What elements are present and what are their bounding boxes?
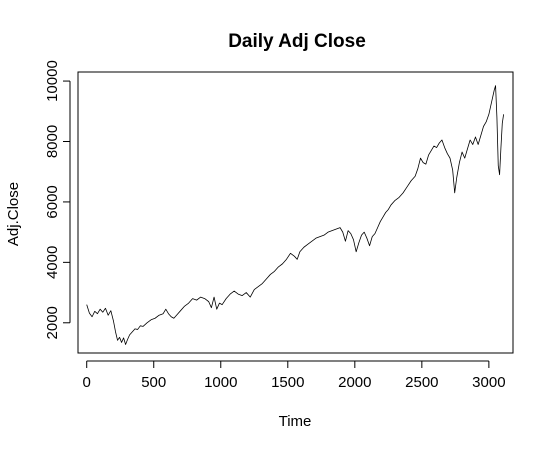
x-tick-label: 2000 <box>338 374 371 391</box>
y-tick-label: 8000 <box>44 125 61 158</box>
x-tick-label: 500 <box>141 374 166 391</box>
x-tick-label: 2500 <box>405 374 438 391</box>
y-tick-label: 10000 <box>44 60 61 102</box>
y-axis-label: Adj.Close <box>5 182 22 246</box>
x-tick-label: 3000 <box>472 374 505 391</box>
x-tick-label: 1500 <box>271 374 304 391</box>
chart-title: Daily Adj Close <box>228 31 366 52</box>
y-tick-label: 2000 <box>44 306 61 339</box>
plot-frame <box>77 71 514 354</box>
y-axis: 2000 4000 6000 8000 10000 <box>44 60 71 339</box>
x-axis: 0 500 1000 1500 2000 2500 3000 <box>83 360 506 391</box>
y-tick-label: 4000 <box>44 246 61 279</box>
y-tick-label: 6000 <box>44 185 61 218</box>
x-tick-label: 1000 <box>204 374 237 391</box>
x-axis-label: Time <box>279 413 312 430</box>
x-tick-label: 0 <box>83 374 91 391</box>
series-line <box>86 85 505 345</box>
